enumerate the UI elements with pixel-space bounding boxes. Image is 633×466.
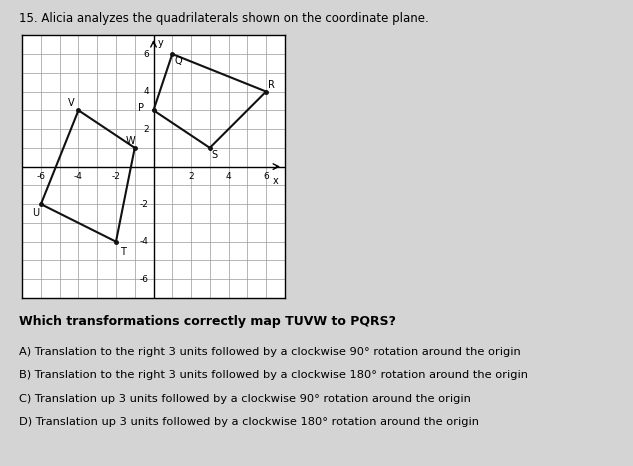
Text: 6: 6 [263, 172, 269, 181]
Text: D) Translation up 3 units followed by a clockwise 180° rotation around the origi: D) Translation up 3 units followed by a … [19, 417, 479, 427]
Text: Which transformations correctly map TUVW to PQRS?: Which transformations correctly map TUVW… [19, 315, 396, 328]
Text: -2: -2 [111, 172, 120, 181]
Text: 4: 4 [226, 172, 232, 181]
Text: -2: -2 [140, 199, 149, 209]
Text: P: P [138, 103, 144, 113]
Text: -4: -4 [74, 172, 83, 181]
Text: V: V [68, 98, 75, 109]
Text: 2: 2 [143, 124, 149, 134]
Text: Q: Q [174, 56, 182, 66]
Text: 15. Alicia analyzes the quadrilaterals shown on the coordinate plane.: 15. Alicia analyzes the quadrilaterals s… [19, 12, 429, 25]
Text: C) Translation up 3 units followed by a clockwise 90° rotation around the origin: C) Translation up 3 units followed by a … [19, 394, 471, 404]
Text: T: T [120, 247, 125, 257]
Text: -6: -6 [37, 172, 46, 181]
Text: A) Translation to the right 3 units followed by a clockwise 90° rotation around : A) Translation to the right 3 units foll… [19, 347, 521, 357]
Text: S: S [211, 150, 218, 160]
Text: 6: 6 [143, 49, 149, 59]
Text: 2: 2 [188, 172, 194, 181]
Text: U: U [32, 208, 39, 218]
Text: -6: -6 [140, 274, 149, 284]
Text: B) Translation to the right 3 units followed by a clockwise 180° rotation around: B) Translation to the right 3 units foll… [19, 370, 528, 380]
Text: W: W [125, 136, 135, 146]
Text: 4: 4 [143, 87, 149, 96]
Text: R: R [268, 80, 275, 89]
Text: y: y [158, 38, 164, 48]
Text: -4: -4 [140, 237, 149, 246]
Text: x: x [273, 176, 279, 186]
